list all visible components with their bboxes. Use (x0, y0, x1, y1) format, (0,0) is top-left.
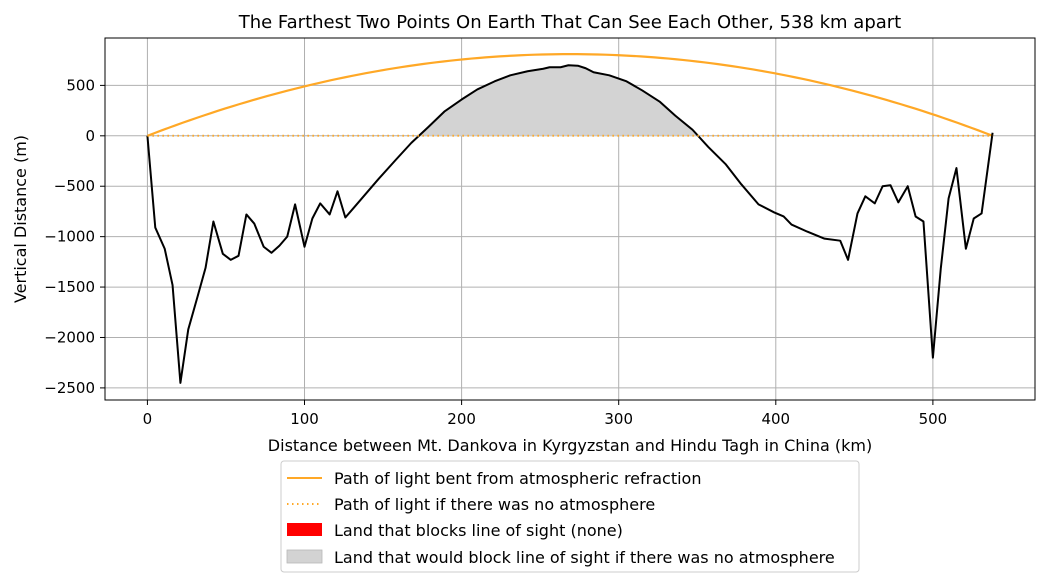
y-axis-label: Vertical Distance (m) (11, 135, 30, 303)
plot-frame (104, 37, 1036, 401)
y-tick-label: −2000 (44, 328, 95, 346)
legend: Path of light bent from atmospheric refr… (280, 460, 860, 573)
x-tick-label: 400 (761, 410, 790, 428)
x-tick-label: 500 (919, 410, 948, 428)
legend-label-would-block-land: Land that would block line of sight if t… (334, 548, 835, 567)
y-tick-label: 500 (66, 76, 95, 94)
chart-title: The Farthest Two Points On Earth That Ca… (238, 12, 902, 33)
y-tick-label: −500 (54, 177, 95, 195)
legend-marker-would-block-land (286, 549, 323, 564)
y-tick-label: −1000 (44, 228, 95, 246)
legend-marker-blocking-land (287, 523, 322, 536)
legend-label-no-atmosphere-path: Path of light if there was no atmosphere (334, 495, 655, 514)
legend-label-blocking-land: Land that blocks line of sight (none) (334, 521, 623, 540)
x-tick-label: 300 (604, 410, 633, 428)
y-tick-label: −1500 (44, 278, 95, 296)
y-axis-ticks: −2500 −2000 −1500 −1000 −500 0 500 (44, 76, 105, 397)
y-tick-label: −2500 (44, 379, 95, 397)
x-tick-label: 0 (143, 410, 153, 428)
would-block-land-area (418, 65, 993, 136)
refraction-path-line (147, 53, 993, 137)
blocked-land-fill (418, 65, 993, 136)
x-tick-label: 200 (447, 410, 476, 428)
y-tick-label: 0 (85, 127, 95, 145)
series (146, 53, 994, 384)
legend-label-refraction-path: Path of light bent from atmospheric refr… (334, 469, 701, 488)
x-tick-label: 100 (290, 410, 319, 428)
terrain-profile-line (146, 64, 994, 384)
legend-frame (280, 460, 860, 573)
x-axis-label: Distance between Mt. Dankova in Kyrgyzst… (268, 436, 872, 455)
x-axis-ticks: 0 100 200 300 400 500 (143, 400, 948, 428)
